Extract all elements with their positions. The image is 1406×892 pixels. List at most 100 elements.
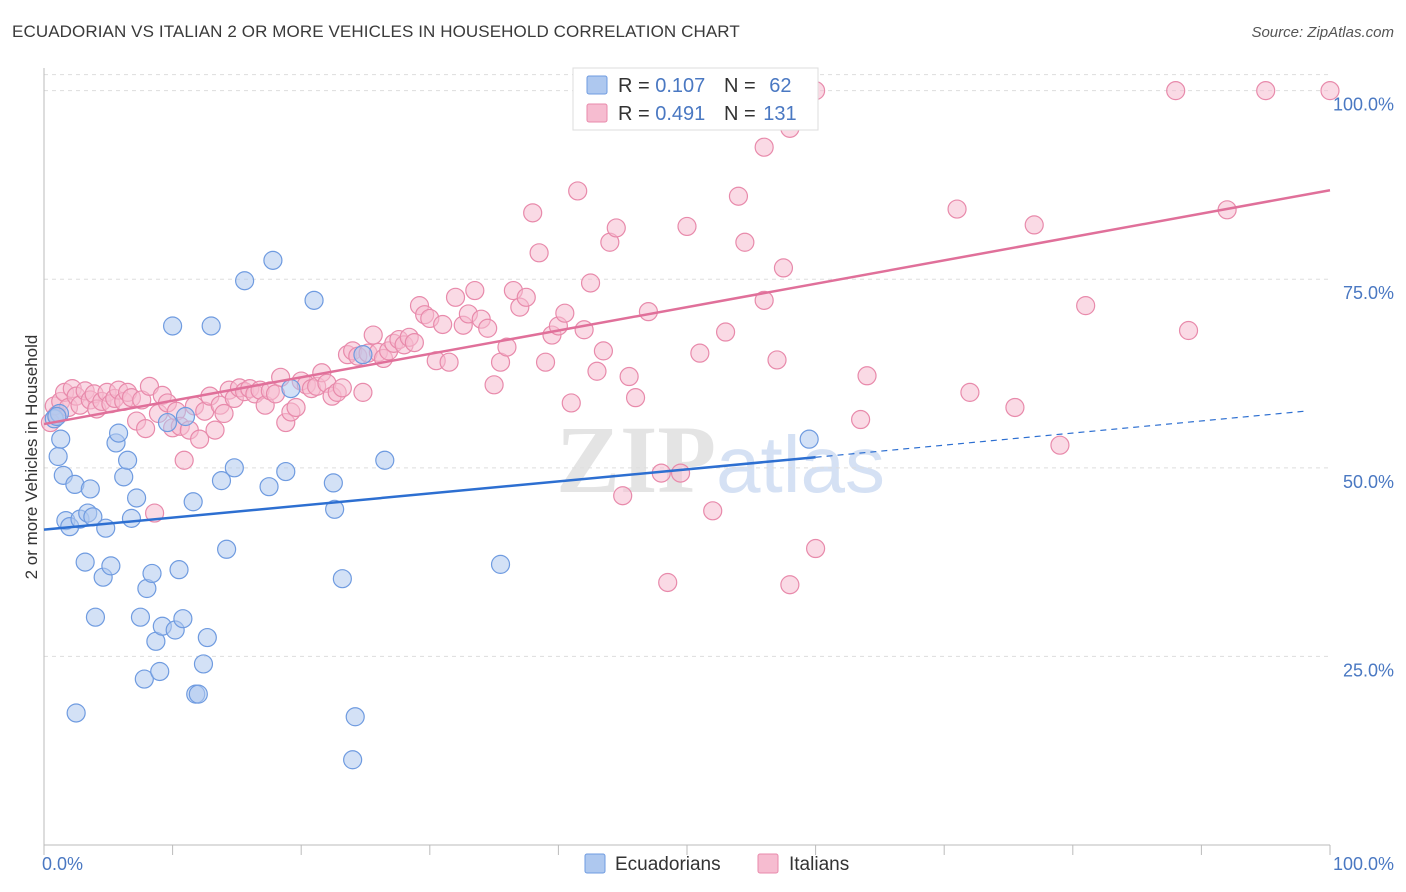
ecuadorian-point-28: [142, 563, 162, 584]
legend-r-value-ecuadorians: 0.107: [655, 75, 705, 97]
ecuadorian-point-48: [259, 477, 279, 497]
italian-point-120: [715, 322, 736, 342]
ecuadorian-point-25: [130, 607, 151, 627]
italian-point-122: [735, 232, 755, 252]
italian-point-118: [690, 343, 710, 363]
legend-n-value-ecuadorians: 62: [769, 75, 791, 97]
y-tick-label-25: 25.0%: [1343, 660, 1394, 680]
italian-point-136: [1178, 320, 1199, 341]
legend-r-label-italians: R =: [618, 103, 655, 125]
chart-title: ECUADORIAN VS ITALIAN 2 OR MORE VEHICLES…: [12, 22, 740, 41]
ecuadorian-point-43: [201, 316, 221, 336]
italian-point-32: [174, 450, 194, 470]
italian-point-110: [613, 486, 633, 506]
italian-point-25: [144, 503, 165, 523]
legend-n-label-italians: N =: [724, 103, 761, 125]
ecuadorian-point-42: [197, 627, 217, 648]
italian-point-112: [625, 388, 646, 408]
watermark-zip: ZIP: [556, 406, 716, 513]
ecuadorian-point-53: [323, 473, 343, 493]
ecuadorian-point-55: [332, 569, 352, 589]
ecuadorian-point-18: [101, 556, 121, 576]
x-tick-label-start: 0.0%: [42, 854, 83, 874]
ecuadorian-point-59: [375, 450, 395, 470]
ecuadorian-point-37: [175, 406, 196, 427]
italian-point-87: [465, 280, 485, 301]
italian-point-54: [286, 397, 306, 418]
ecuadorian-point-47: [235, 271, 255, 291]
ecuadorian-point-22: [117, 450, 138, 470]
italian-point-82: [433, 314, 453, 335]
italian-point-83: [439, 352, 459, 372]
y-tick-label-100: 100.0%: [1333, 95, 1394, 115]
italian-point-84: [445, 287, 466, 307]
italian-point-90: [484, 375, 504, 395]
y-tick-labels: 25.0% 50.0% 75.0% 100.0%: [1333, 95, 1394, 681]
italian-point-38: [205, 420, 225, 440]
italian-point-63: [332, 378, 352, 398]
italian-point-125: [773, 258, 794, 278]
italian-point-105: [580, 273, 601, 293]
italian-point-35: [190, 429, 210, 449]
italian-point-135: [1076, 296, 1096, 316]
x-tick-label-end: 100.0%: [1333, 854, 1394, 874]
gridlines: [44, 74, 1330, 657]
ecuadorian-point-49: [263, 250, 283, 270]
italian-point-127: [805, 538, 826, 559]
italian-point-128: [851, 409, 871, 430]
ecuadorian-point-51: [281, 379, 301, 399]
italian-point-117: [677, 216, 697, 237]
trendline-italians: [43, 188, 1331, 426]
bottom-legend-label-ecuadorians: Ecuadorians: [615, 854, 721, 875]
italian-point-69: [363, 325, 383, 345]
trendlines: [43, 188, 1331, 531]
italian-point-107: [593, 341, 614, 361]
italian-point-129: [857, 366, 877, 386]
ecuadorian-point-3: [48, 446, 68, 467]
series-italians: [40, 81, 1340, 595]
ecuadorian-point-57: [343, 750, 363, 770]
italian-point-67: [353, 382, 373, 402]
legend-swatch-ecuadorians: [586, 75, 608, 95]
italian-point-116: [670, 463, 691, 483]
italian-point-102: [561, 393, 581, 413]
italian-point-95: [516, 287, 536, 307]
ecuadorian-point-23: [121, 508, 142, 528]
ecuadorian-point-50: [276, 461, 296, 482]
ecuadorian-point-40: [188, 684, 208, 704]
italian-point-130: [947, 199, 967, 219]
ecuadorian-point-36: [173, 609, 193, 629]
italian-point-77: [404, 332, 424, 353]
italian-point-92: [497, 337, 517, 357]
legend-row-italians: R = 0.491: [618, 103, 705, 125]
italian-point-140: [1320, 81, 1340, 101]
ecuadorian-point-24: [126, 488, 147, 508]
ecuadorian-point-15: [85, 607, 106, 627]
ecuadorian-point-17: [96, 518, 116, 538]
italian-point-124: [767, 350, 787, 370]
ecuadorian-point-35: [169, 560, 189, 580]
ecuadorian-point-44: [211, 471, 232, 491]
ecuadorian-point-13: [80, 479, 100, 499]
ecuadorian-point-60: [490, 554, 511, 574]
italian-point-144: [754, 137, 774, 157]
italian-point-115: [658, 572, 678, 593]
italian-point-119: [703, 501, 723, 521]
italian-point-40: [214, 403, 234, 424]
italian-point-121: [728, 186, 749, 206]
italian-point-111: [619, 366, 639, 387]
trendline-ecuadorians: [43, 456, 816, 531]
legend-n-italians: N = 131: [724, 103, 797, 125]
legend-n-ecuadorians: N = 62: [724, 75, 792, 97]
legend-n-label-ecuadorians: N =: [724, 75, 761, 97]
italian-point-126: [780, 575, 800, 595]
ecuadorian-point-11: [75, 552, 95, 572]
stats-legend: R = 0.107 N = 62 R = 0.491 N = 131: [572, 67, 819, 131]
y-tick-label-75: 75.0%: [1343, 283, 1394, 303]
ecuadorian-point-56: [345, 707, 365, 727]
italian-point-123: [754, 290, 774, 310]
legend-r-value-italians: 0.491: [655, 103, 705, 125]
y-tick-label-50: 50.0%: [1343, 472, 1394, 492]
ecuadorian-point-52: [304, 290, 324, 310]
